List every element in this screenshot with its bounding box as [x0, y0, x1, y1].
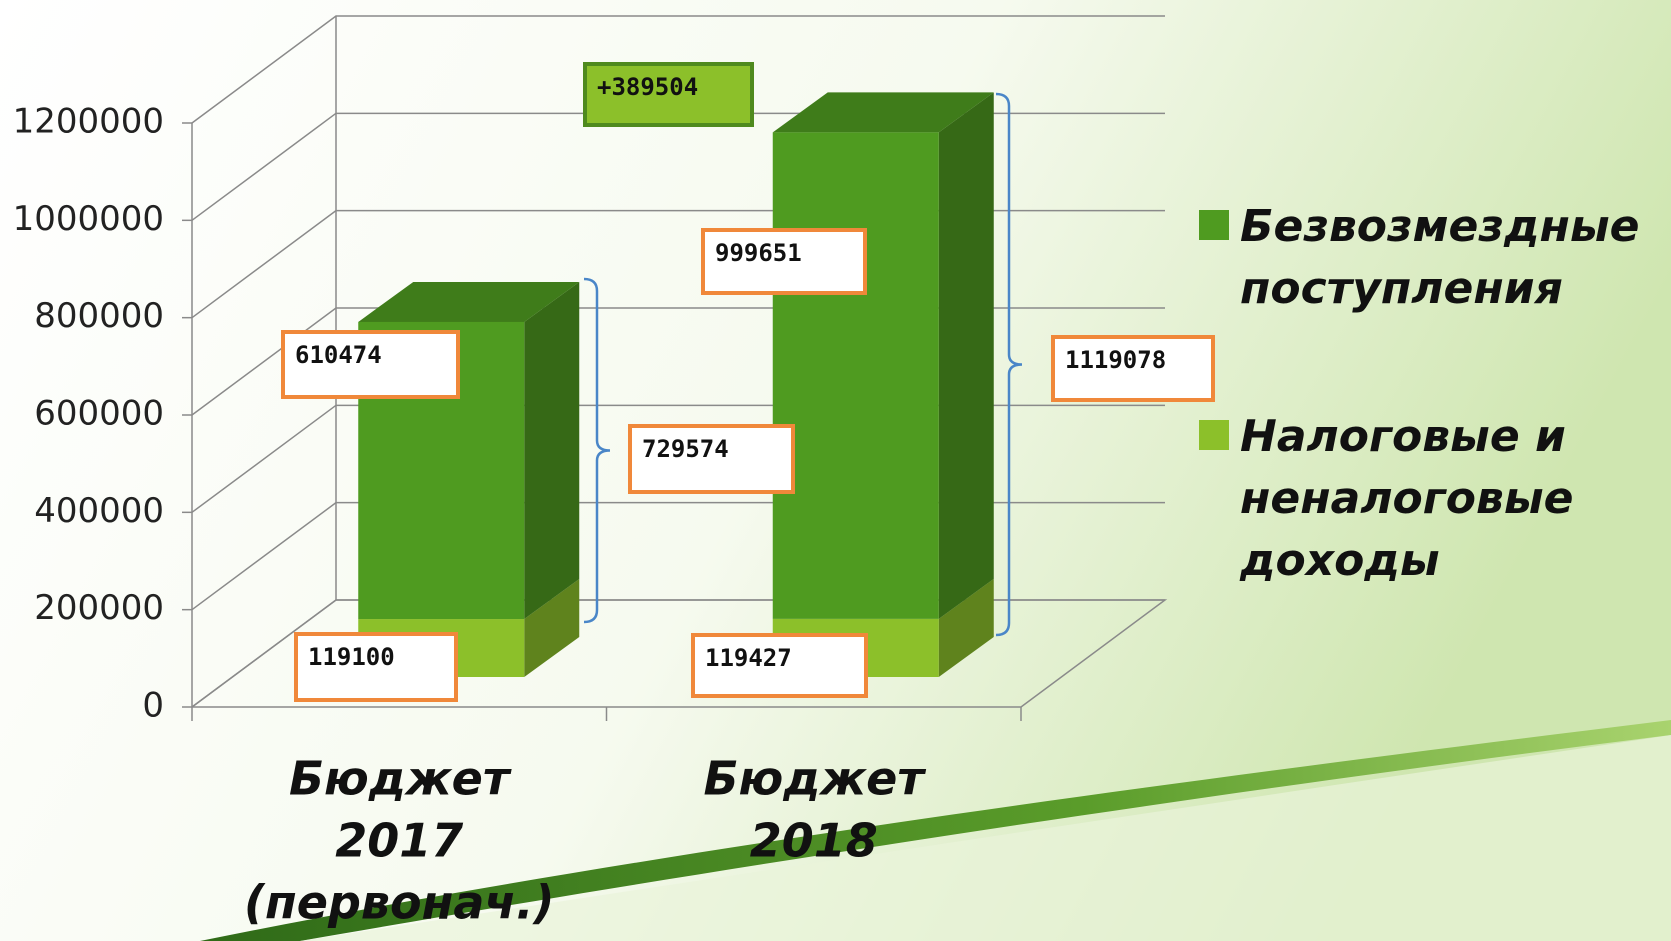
bar-side: [524, 282, 579, 619]
x-tick-label: 2017: [335, 814, 463, 868]
x-tick-label: 2018: [750, 814, 878, 868]
value-label: 729574: [642, 435, 729, 463]
y-tick-label: 1200000: [13, 102, 164, 142]
legend-swatch: [1199, 210, 1229, 240]
legend-swatch: [1199, 420, 1229, 450]
legend-label: Безвозмездные поступления: [1240, 196, 1640, 320]
bar-side: [939, 92, 994, 618]
y-tick-label: 200000: [34, 588, 164, 628]
bar: [773, 132, 939, 618]
value-label: +389504: [597, 73, 698, 101]
y-tick-label: 0: [142, 686, 164, 726]
x-tick-label: Бюджет: [703, 752, 926, 806]
value-label: 119100: [308, 643, 395, 671]
x-tick-label: (первонач.): [244, 876, 555, 930]
y-tick-label: 1000000: [13, 199, 164, 239]
page: 0 200000 400000 600000 800000 1000000 1200000 Б…: [0, 0, 1671, 941]
value-label: 119427: [705, 644, 792, 672]
y-tick-label: 600000: [34, 394, 164, 434]
y-tick-label: 800000: [34, 296, 164, 336]
value-label: 999651: [715, 239, 802, 267]
y-tick-label: 400000: [34, 491, 164, 531]
x-tick-label: Бюджет: [289, 752, 512, 806]
value-label: 1119078: [1065, 346, 1166, 374]
legend-label: Налоговые и неналоговые доходы: [1240, 406, 1640, 592]
value-label: 610474: [295, 341, 382, 369]
